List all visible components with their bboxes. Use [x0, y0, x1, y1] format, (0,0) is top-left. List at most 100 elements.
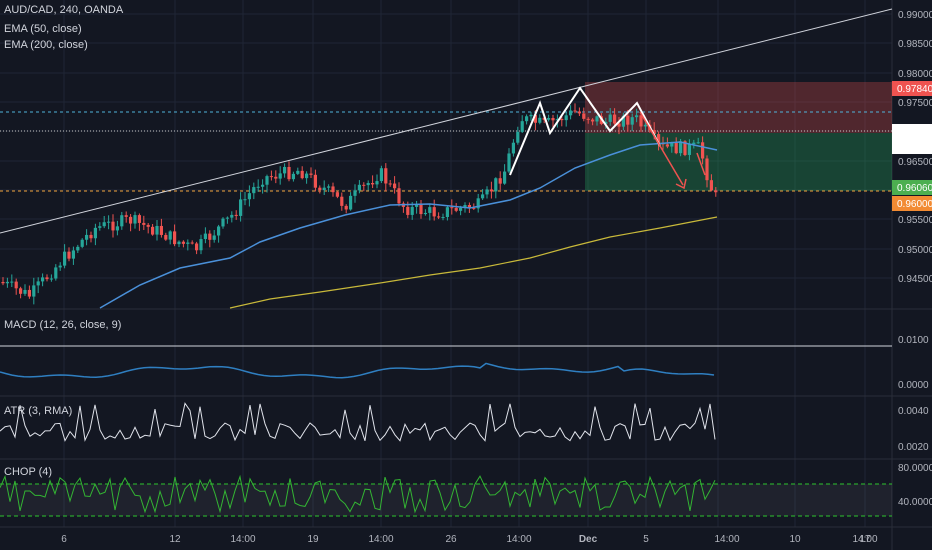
candle-body — [195, 243, 199, 251]
candle-body — [331, 186, 335, 193]
time-tick-label: 14:00 — [852, 534, 877, 545]
candle-body — [67, 251, 71, 259]
candle-body — [1, 282, 5, 284]
candle-body — [621, 115, 625, 127]
candle-body — [353, 190, 357, 196]
candle-body — [481, 194, 485, 199]
candle-body — [133, 215, 137, 224]
candle-body — [555, 119, 559, 121]
candle-body — [494, 178, 498, 192]
projection-arrow — [639, 111, 684, 186]
candle-body — [683, 141, 687, 155]
ema200-line — [229, 216, 718, 309]
pattern-drawing — [509, 86, 661, 176]
candle-body — [652, 130, 656, 135]
candle-body — [41, 277, 45, 282]
candle-body — [32, 285, 36, 297]
ema50-line — [99, 141, 718, 309]
time-tick-label: 19 — [307, 534, 319, 545]
ema200-label: EMA (200, close) — [4, 39, 88, 51]
candle-body — [190, 242, 194, 244]
price-tick-label: 0.95500 — [898, 215, 932, 226]
candle-body — [181, 241, 185, 244]
candle-body — [247, 193, 251, 200]
candle-body — [173, 231, 177, 245]
candle-body — [309, 173, 313, 175]
candle-body — [327, 186, 331, 188]
candle-body — [85, 234, 89, 240]
candle-body — [582, 113, 586, 119]
candle-body — [643, 124, 647, 127]
candle-body — [23, 289, 27, 294]
chop-tick-label: 40.0000 — [898, 497, 932, 508]
candle-body — [234, 214, 238, 216]
candle-body — [679, 141, 683, 154]
candle-body — [291, 173, 295, 180]
price-badge-box — [892, 124, 932, 139]
price-badge-text: 0.96950 — [897, 142, 932, 153]
price-tick-label: 0.98500 — [898, 39, 932, 50]
candle-body — [533, 114, 537, 123]
candle-body — [591, 119, 595, 122]
chop-tick-label: 80.0000 — [898, 463, 932, 474]
candle-body — [586, 118, 590, 120]
candle-body — [151, 226, 155, 235]
candle-body — [164, 234, 168, 240]
candle-body — [230, 214, 234, 218]
candle-body — [529, 114, 533, 117]
candle-body — [388, 183, 392, 185]
candle-body — [357, 184, 361, 191]
candle-body — [265, 176, 269, 185]
candle-body — [489, 189, 493, 192]
candle-body — [626, 115, 630, 125]
risk-zone-box — [585, 82, 892, 133]
candle-body — [665, 144, 669, 147]
candle-body — [5, 281, 9, 284]
candle-body — [551, 118, 555, 121]
candle-body — [322, 187, 326, 191]
candle-body — [498, 178, 502, 184]
price-badge-box — [892, 81, 932, 96]
candle-body — [617, 123, 621, 127]
price-tick-label: 0.97500 — [898, 98, 932, 109]
price-tick-label: 0.98000 — [898, 69, 932, 80]
candle-body — [177, 241, 181, 245]
projection-arrow — [696, 152, 706, 176]
time-tick-label: 14:00 — [506, 534, 531, 545]
candle-body — [674, 142, 678, 154]
chop-label: CHOP (4) — [4, 466, 53, 478]
candle-body — [45, 277, 49, 280]
candle-body — [256, 186, 260, 188]
candle-body — [692, 142, 696, 145]
candle-body — [696, 142, 700, 144]
price-badge-text: 0.96000 — [897, 199, 932, 210]
candle-body — [573, 110, 577, 112]
candle-body — [14, 281, 18, 289]
candle-body — [120, 215, 124, 227]
ema50-label: EMA (50, close) — [4, 23, 82, 35]
symbol-title: AUD/CAD, 240, OANDA — [4, 4, 124, 16]
candle-body — [335, 192, 339, 197]
candle-body — [630, 117, 634, 125]
candle-body — [80, 239, 84, 247]
candle-body — [613, 114, 617, 124]
price-badge-text: 0.96060 — [897, 183, 932, 194]
candle-body — [186, 242, 190, 244]
candle-body — [384, 168, 388, 184]
time-tick-label: 5 — [643, 534, 649, 545]
candle-body — [243, 199, 247, 201]
time-tick-label: 14:00 — [230, 534, 255, 545]
candle-body — [419, 204, 423, 215]
candle-body — [283, 166, 287, 174]
trend-line — [0, 8, 893, 234]
candle-body — [305, 173, 309, 179]
candle-body — [687, 144, 691, 155]
candle-body — [274, 176, 278, 179]
time-tick-label: 17 — [859, 534, 871, 545]
candle-body — [349, 195, 353, 210]
candle-body — [450, 207, 454, 209]
candle-body — [406, 206, 410, 215]
